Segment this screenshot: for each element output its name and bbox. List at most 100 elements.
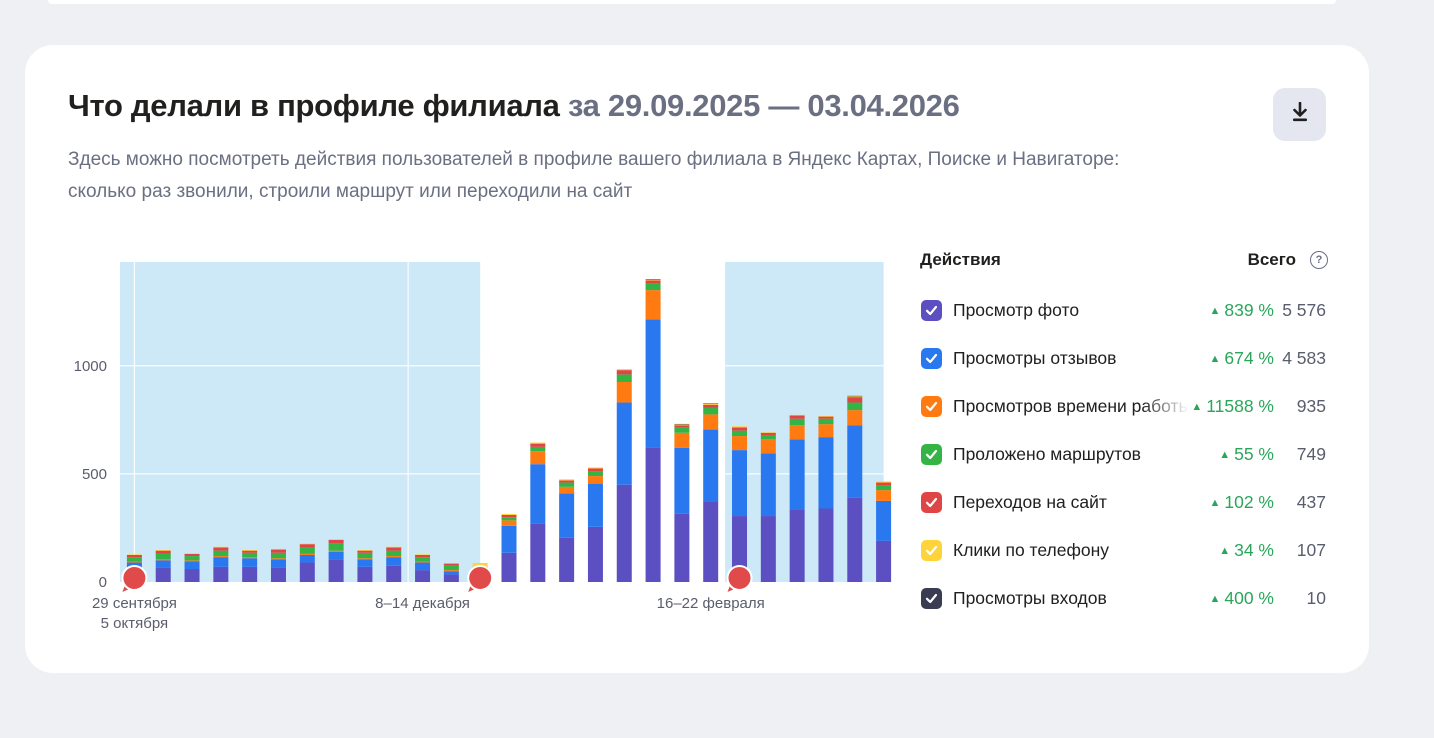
bar-segment xyxy=(501,514,517,518)
bar-segment xyxy=(847,395,863,397)
bar-segment xyxy=(213,550,229,557)
bar-segment xyxy=(616,369,632,371)
legend-item-delta: ▲ 674 % xyxy=(1209,344,1274,375)
bar-segment xyxy=(760,434,776,440)
previous-card-edge xyxy=(48,0,1336,4)
bar-segment xyxy=(126,554,142,555)
bar-segment xyxy=(616,484,632,582)
bar-segment xyxy=(847,397,863,403)
bar-segment xyxy=(443,565,459,571)
help-icon[interactable]: ? xyxy=(1310,251,1328,269)
legend-header-total: Всего xyxy=(1247,250,1296,269)
bar-segment xyxy=(501,552,517,582)
bar-segment xyxy=(472,562,488,567)
legend-item-delta-value: 102 % xyxy=(1224,492,1274,512)
bar-segment xyxy=(184,569,200,582)
download-icon xyxy=(1291,101,1309,127)
bar-segment xyxy=(530,442,546,444)
legend-item[interactable]: Проложено маршрутов ▲ 55 % 749 xyxy=(920,440,1330,488)
trend-up-icon: ▲ xyxy=(1209,305,1221,317)
legend-checkbox[interactable] xyxy=(921,588,942,609)
legend-item[interactable]: Клики по телефону ▲ 34 % 107 xyxy=(920,536,1330,584)
bar-segment xyxy=(703,429,719,502)
bar-segment xyxy=(386,546,402,548)
bar-segment xyxy=(703,407,719,415)
bar-segment xyxy=(270,548,286,550)
trend-up-icon: ▲ xyxy=(1209,497,1221,509)
bar-segment xyxy=(818,418,834,425)
bar-segment xyxy=(386,565,402,582)
bar-segment xyxy=(299,554,315,563)
bar-segment xyxy=(357,552,373,559)
legend-item-label: Клики по телефону xyxy=(953,540,1110,560)
legend-checkbox[interactable] xyxy=(921,300,942,321)
bar-segment xyxy=(299,544,315,548)
legend-item-delta: ▲ 400 % xyxy=(1209,584,1274,615)
bar-segment xyxy=(357,550,373,551)
legend-item[interactable]: Просмотры входов ▲ 400 % 10 xyxy=(920,584,1330,632)
legend-checkbox[interactable] xyxy=(921,492,942,513)
legend-item[interactable]: Просмотры отзывов ▲ 674 % 4 583 xyxy=(920,344,1330,392)
bar-segment xyxy=(328,550,344,552)
legend-item[interactable]: Просмотр фото ▲ 839 % 5 576 xyxy=(920,296,1330,344)
bar-segment xyxy=(357,559,373,567)
check-icon xyxy=(925,593,938,604)
legend-checkbox[interactable] xyxy=(921,396,942,417)
legend-header: Действия Всего ? xyxy=(920,248,1330,278)
bar-segment xyxy=(559,480,575,483)
bar-segment xyxy=(732,430,748,437)
bar-segment xyxy=(559,537,575,582)
bar-segment xyxy=(328,559,344,582)
bar-segment xyxy=(703,404,719,408)
highlighted-period xyxy=(120,262,481,582)
legend-item-delta: ▲ 11588 % xyxy=(1191,392,1274,423)
bar-segment xyxy=(443,562,459,564)
bar-segment xyxy=(645,279,661,280)
legend-item-total: 437 xyxy=(1296,492,1326,512)
bar-segment xyxy=(184,553,200,554)
bar-segment xyxy=(847,402,863,411)
legend-item-label: Просмотры отзывов xyxy=(953,348,1117,368)
legend-item[interactable]: Переходов на сайт ▲ 102 % 437 xyxy=(920,488,1330,536)
bar-segment xyxy=(299,553,315,555)
legend-checkbox[interactable] xyxy=(921,348,942,369)
legend-item[interactable]: Просмотров времени работы ▲ 11588 % 935 xyxy=(920,392,1330,440)
bar-segment xyxy=(155,550,171,551)
check-icon xyxy=(925,401,938,412)
bar-segment xyxy=(847,396,863,398)
bar-segment xyxy=(703,403,719,404)
legend-checkbox[interactable] xyxy=(921,540,942,561)
bar-segment xyxy=(645,290,661,320)
download-button[interactable] xyxy=(1273,88,1326,141)
legend-checkbox[interactable] xyxy=(921,444,942,465)
bar-segment xyxy=(501,513,517,515)
bar-segment xyxy=(415,554,431,558)
bar-segment xyxy=(674,425,690,428)
bar-segment xyxy=(732,426,748,428)
bar-segment xyxy=(530,446,546,452)
bar-segment xyxy=(818,415,834,417)
event-marker-icon[interactable] xyxy=(726,565,753,592)
x-tick-label: 5 октября xyxy=(101,615,168,632)
legend-panel: Действия Всего ? Просмотр фото ▲ 839 % 5 57… xyxy=(920,248,1330,614)
bar-segment xyxy=(328,543,344,551)
legend-item-delta: ▲ 102 % xyxy=(1209,488,1274,519)
bar-segment xyxy=(242,550,258,553)
legend-list: Просмотр фото ▲ 839 % 5 576 Просмотры отзыво… xyxy=(920,278,1330,614)
event-marker-icon[interactable] xyxy=(467,565,494,592)
event-marker-icon[interactable] xyxy=(121,565,148,592)
bar-segment xyxy=(760,432,776,435)
bar-segment xyxy=(415,557,431,562)
bar-segment xyxy=(386,557,402,566)
bar-segment xyxy=(242,557,258,559)
bar-segment xyxy=(789,415,805,419)
date-range: за 29.09.2025 — 03.04.2026 xyxy=(567,88,960,123)
bar-segment xyxy=(559,493,575,538)
bar-segment xyxy=(270,549,286,553)
bar-segment xyxy=(530,523,546,582)
bar-segment xyxy=(184,556,200,561)
bar-segment xyxy=(213,566,229,582)
legend-item-delta: ▲ 839 % xyxy=(1209,296,1274,327)
bar-segment xyxy=(876,485,892,491)
legend-item-label: Проложено маршрутов xyxy=(953,444,1141,464)
